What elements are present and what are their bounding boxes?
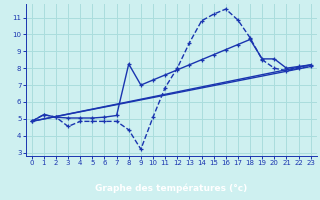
Text: Graphe des températures (°c): Graphe des températures (°c) [95, 183, 247, 193]
